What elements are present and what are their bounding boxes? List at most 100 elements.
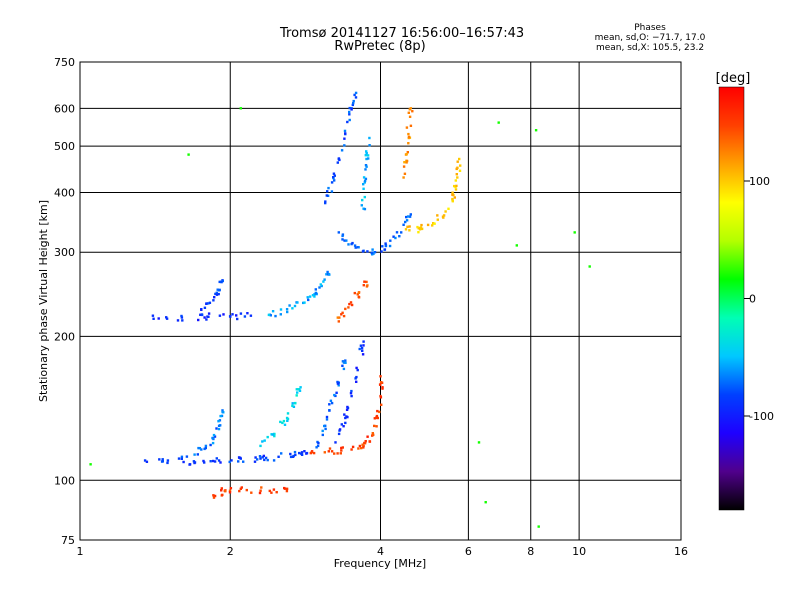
x-tick-label: 16 [674,545,688,558]
scatter-point [220,487,223,490]
scatter-point [453,196,456,199]
scatter-point [277,455,280,458]
scatter-point [330,450,334,453]
scatter-point [161,458,164,461]
scatter-point [400,231,403,234]
scatter-point [333,452,336,455]
scatter-point [246,312,249,315]
scatter-point [403,161,406,164]
scatter-point [339,452,342,455]
scatter-point [314,288,317,291]
scatter-point [358,444,362,448]
scatter-point [361,443,364,446]
scatter-point [361,198,364,202]
scatter-point [176,319,180,322]
scatter-point [354,96,358,99]
scatter-point [436,214,439,217]
scatter-point [157,317,160,320]
scatter-point [337,432,341,436]
scatter-point [337,384,340,387]
scatter-point [192,460,196,463]
scatter-point [165,316,168,319]
scatter-point [280,452,283,455]
scatter-point [357,295,360,299]
scatter-point [303,450,306,453]
scatter-point [217,427,221,431]
scatter-point [407,111,410,114]
scatter-point [442,214,446,217]
scatter-point [213,435,217,438]
scatter-point [324,200,327,203]
scatter-point [343,137,346,140]
scatter-point [185,455,189,458]
scatter-point [335,391,338,394]
scatter-point [497,121,500,124]
chart-title: Tromsø 20141127 16:56:00–16:57:43 [280,26,525,41]
scatter-point [330,190,334,193]
scatter-point [408,225,411,228]
scatter-point [349,392,353,395]
scatter-point [229,487,233,490]
scatter-point [433,222,436,225]
y-axis-ticks: 75 100 200 300 400 500 600 750 [54,56,75,547]
scatter-point [364,440,367,443]
scatter-point [228,489,232,492]
scatter-point [515,244,518,247]
scatter-point [364,164,368,167]
scatter-point [306,296,309,299]
scatter-point [212,496,216,499]
y-tick-label: 500 [54,140,75,153]
scatter-point [348,106,351,110]
scatter-point [345,408,349,411]
scatter-point [375,425,378,428]
scatter-point [365,280,368,284]
colorbar-tick-label: -100 [749,410,774,423]
scatter-point [334,441,337,444]
scatter-point [289,452,292,456]
scatter-point [340,446,343,450]
scatter-point [454,179,457,182]
scatter-point [348,110,351,114]
scatter-point [363,181,366,184]
scatter-point [420,223,423,227]
scatter-point [337,157,341,160]
scatter-point [319,283,322,286]
scatter-point [298,389,302,392]
stats-x-mode: mean, sd,X: 105.5, 23.2 [595,43,705,53]
scatter-point [432,222,435,225]
x-axis-ticks: 1 2 4 6 8 10 16 [77,545,689,558]
scatter-point [398,235,401,238]
scatter-point [218,314,222,317]
scatter-point [269,314,272,317]
scatter-point [458,157,461,161]
scatter-point [340,423,343,426]
scatter-point [261,440,264,443]
scatter-point [275,491,278,494]
scatter-point [288,304,291,307]
scatter-point [321,433,324,437]
scatter-point [342,425,345,428]
scatter-point [363,179,367,183]
scatter-point [289,455,293,459]
scatter-point [231,313,234,316]
scatter-point [322,280,325,283]
scatter-point [258,491,262,495]
scatter-point [365,157,368,161]
scatter-point [380,403,383,406]
scatter-point [221,410,224,414]
scatter-point [394,236,397,240]
scatter-point [375,414,379,418]
scatter-point [268,489,271,493]
chart-subtitle: RwPretec (8p) [334,39,426,54]
scatter-point [315,446,318,449]
scatter-point [484,501,487,504]
scatter-point [305,452,308,455]
stats-o-mode: mean, sd,O: −71.7, 17.0 [594,33,706,43]
scatter-point [338,428,342,431]
scatter-point [381,245,384,248]
scatter-point [330,181,334,184]
scatter-point [442,216,445,219]
scatter-point [219,414,222,418]
scatter-point [405,126,409,129]
scatter-point [354,91,358,95]
